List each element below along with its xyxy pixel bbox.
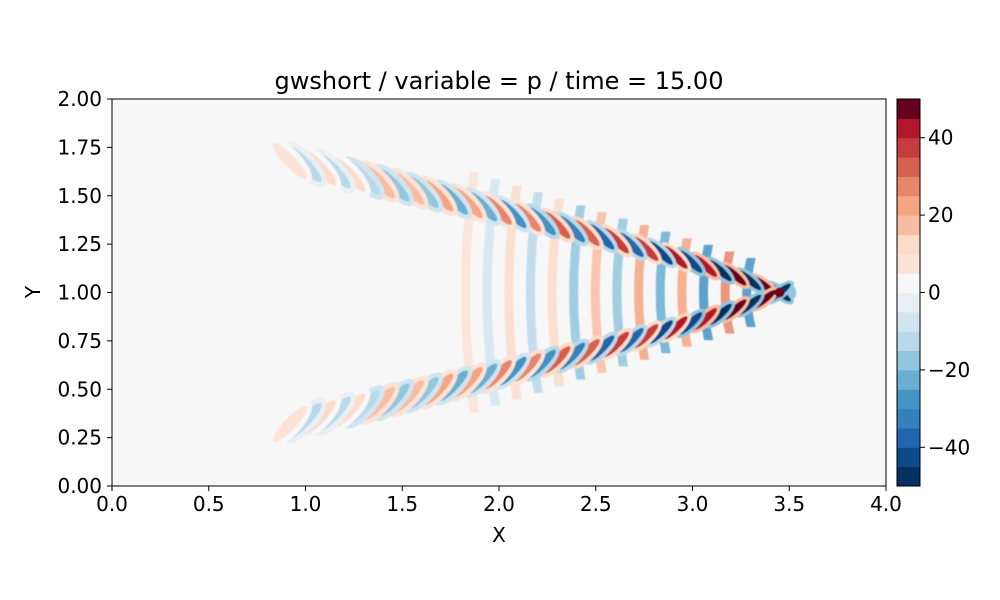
colorbar-level <box>897 331 920 352</box>
x-tick-label: 3.5 <box>773 492 805 516</box>
y-tick-label: 0.25 <box>57 426 102 450</box>
apex-trough <box>790 286 797 299</box>
contour-arc <box>569 205 586 380</box>
apex-peak <box>774 287 785 298</box>
x-tick-label: 1.0 <box>290 492 322 516</box>
x-tick-label: 0.5 <box>193 492 225 516</box>
x-axis: 0.0 0.5 1.0 1.5 2.0 2.5 3.0 3.5 4.0 <box>96 486 902 516</box>
contour-arc <box>547 198 565 387</box>
colorbar-tick-label: −40 <box>928 435 970 459</box>
colorbar-level <box>897 215 920 235</box>
colorbar-level <box>897 273 920 293</box>
colorbar-level <box>897 466 920 487</box>
colorbar-level <box>897 350 920 371</box>
colorbar-level <box>897 408 920 429</box>
colorbar <box>896 98 921 487</box>
y-tick-label: 0.75 <box>57 329 102 353</box>
colorbar-level <box>897 311 920 332</box>
x-tick-label: 2.5 <box>580 492 612 516</box>
colorbar-level <box>897 427 920 448</box>
colorbar-level <box>897 157 920 177</box>
colorbar-level <box>897 389 920 410</box>
colorbar-tick-label: 20 <box>928 203 953 227</box>
colorbar-level <box>897 234 920 255</box>
y-tick-label: 0.00 <box>57 474 102 498</box>
y-axis: 0.00 0.25 0.50 0.75 1.00 1.25 1.50 1.75 2.00 <box>57 87 112 498</box>
x-tick-label: 4.0 <box>870 492 902 516</box>
x-tick-label: 0.0 <box>96 492 128 516</box>
x-tick-label: 3.0 <box>677 492 709 516</box>
x-tick-label: 1.5 <box>386 492 418 516</box>
contour-arc <box>482 179 501 406</box>
y-tick-label: 1.00 <box>57 281 102 305</box>
colorbar-level <box>897 176 920 197</box>
y-tick-label: 0.50 <box>57 377 102 401</box>
colorbar-level <box>897 195 920 216</box>
colorbar-level <box>897 253 920 274</box>
contour-band <box>273 406 307 443</box>
x-tick-label: 2.0 <box>483 492 515 516</box>
colorbar-level <box>897 447 920 468</box>
contour-band <box>273 142 307 179</box>
colorbar-tick-label: −20 <box>928 358 970 382</box>
y-tick-label: 2.00 <box>57 87 102 111</box>
colorbar-level <box>897 118 920 139</box>
colorbar-level <box>897 292 920 313</box>
contour-field <box>267 137 797 448</box>
contour-arc <box>590 212 607 373</box>
colorbar-tick-label: 0 <box>928 281 941 305</box>
contour-arc <box>612 218 628 367</box>
colorbar-tick-label: 40 <box>928 126 953 150</box>
x-axis-label: X <box>492 523 506 547</box>
y-tick-label: 1.50 <box>57 184 102 208</box>
contour-arc <box>525 192 543 393</box>
y-axis-label: Y <box>21 285 45 299</box>
colorbar-level <box>897 99 920 119</box>
colorbar-ticks: −40 −20 0 20 40 <box>920 126 970 459</box>
colorbar-level <box>897 137 920 158</box>
contour-arc <box>460 172 479 413</box>
chart-title: gwshort / variable = p / time = 15.00 <box>275 67 724 95</box>
contour-arc <box>504 185 522 400</box>
y-tick-label: 1.25 <box>57 232 102 256</box>
y-tick-label: 1.75 <box>57 135 102 159</box>
colorbar-level <box>897 369 920 390</box>
